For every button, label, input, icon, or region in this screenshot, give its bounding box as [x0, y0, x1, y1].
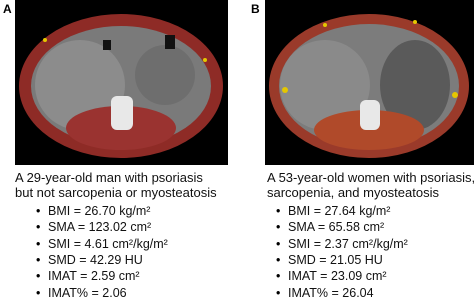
panel-label: B — [251, 2, 260, 16]
measurement: IMAT% = 2.06 — [48, 285, 127, 300]
bullet-dot: • — [276, 220, 281, 235]
ct-image-a — [15, 0, 228, 165]
caption-line: but not sarcopenia or myosteatosis — [15, 185, 217, 200]
measurement: SMD = 21.05 HU — [288, 252, 383, 267]
bullet-dot: • — [276, 236, 281, 251]
measurement: SMI = 2.37 cm²/kg/m² — [288, 236, 408, 251]
bullet-dot: • — [36, 285, 41, 300]
bullet-dot: • — [276, 252, 281, 267]
bullet-dot: • — [276, 285, 281, 300]
measurement: IMAT% = 26.04 — [288, 285, 374, 300]
measurement: IMAT = 2.59 cm² — [48, 269, 140, 284]
measurement: BMI = 26.70 kg/m² — [48, 204, 151, 218]
bullet-dot: • — [36, 269, 41, 284]
ct-image-b — [265, 0, 474, 165]
caption-line: sarcopenia, and myosteatosis — [267, 185, 439, 200]
measurement: SMA = 123.02 cm² — [48, 220, 152, 235]
measurement: SMD = 42.29 HU — [48, 252, 143, 267]
bullet-dot: • — [276, 269, 281, 284]
measurement: SMI = 4.61 cm²/kg/m² — [48, 236, 168, 251]
bullet-dot: • — [276, 204, 281, 218]
bullet-dot: • — [36, 252, 41, 267]
measurement: IMAT = 23.09 cm² — [288, 269, 387, 284]
panel-label: A — [3, 2, 12, 16]
caption-line: A 53-year-old women with psoriasis, — [267, 170, 474, 185]
bullet-dot: • — [36, 204, 41, 218]
bullet-dot: • — [36, 236, 41, 251]
caption-line: A 29-year-old man with psoriasis — [15, 170, 203, 185]
measurement: BMI = 27.64 kg/m² — [288, 204, 391, 218]
measurement: SMA = 65.58 cm² — [288, 220, 385, 235]
bullet-dot: • — [36, 220, 41, 235]
